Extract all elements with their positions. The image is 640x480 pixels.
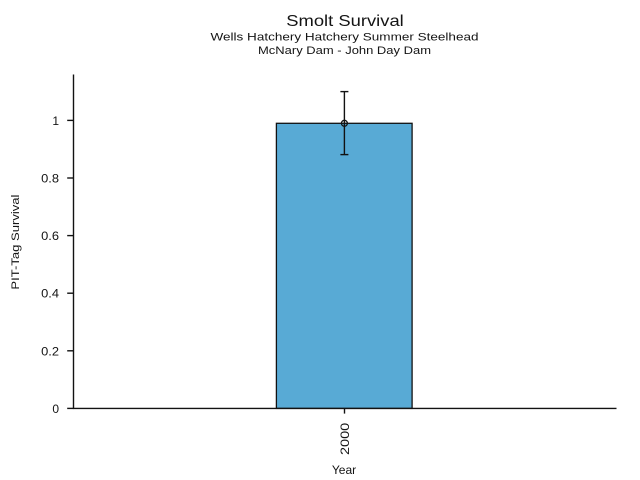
svg-text:2000: 2000: [338, 422, 352, 455]
svg-text:1: 1: [52, 114, 59, 128]
svg-text:PIT-Tag Survival: PIT-Tag Survival: [10, 195, 22, 290]
svg-text:Year: Year: [332, 463, 356, 477]
svg-text:0: 0: [52, 402, 59, 416]
svg-text:0.4: 0.4: [41, 287, 59, 301]
svg-text:0.6: 0.6: [41, 229, 59, 243]
svg-text:0.8: 0.8: [41, 172, 59, 186]
svg-text:Smolt Survival: Smolt Survival: [286, 13, 404, 30]
svg-text:Wells Hatchery Hatchery Summer: Wells Hatchery Hatchery Summer Steelhead: [211, 32, 479, 44]
svg-text:0.2: 0.2: [41, 344, 59, 358]
svg-text:McNary Dam - John Day Dam: McNary Dam - John Day Dam: [258, 45, 431, 57]
